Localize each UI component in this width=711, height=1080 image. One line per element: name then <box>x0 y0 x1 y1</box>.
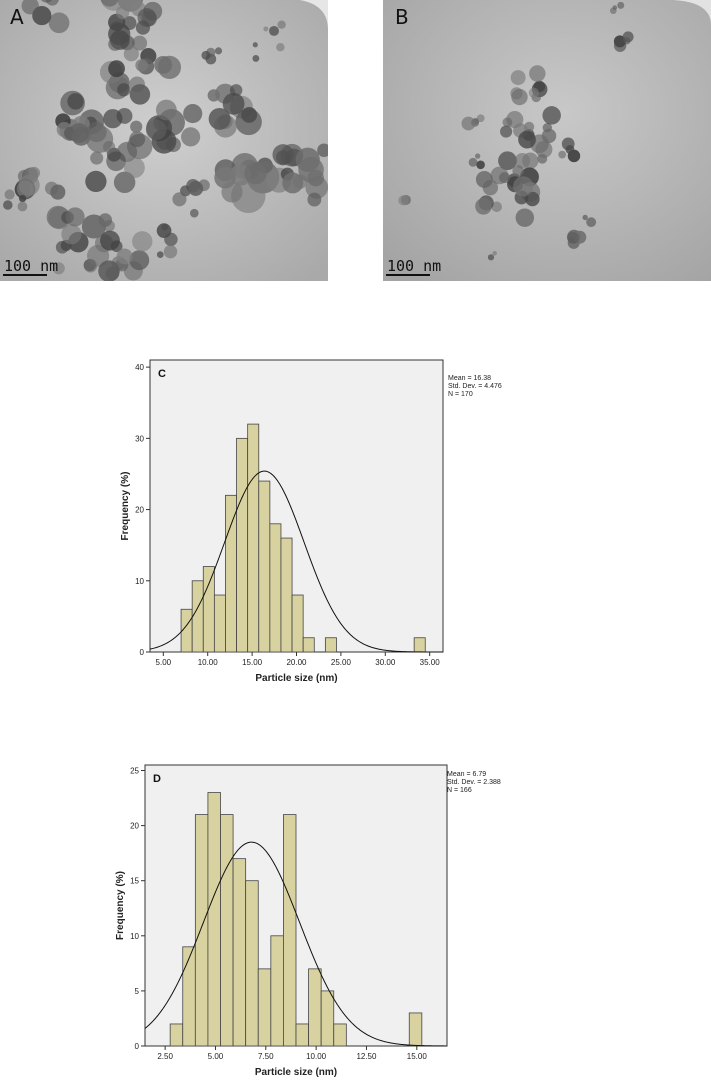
x-tick-label-c: 20.00 <box>286 658 307 667</box>
y-tick-label-d: 15 <box>130 877 139 886</box>
x-tick-label-d: 7.50 <box>258 1052 274 1061</box>
y-tick-label-c: 0 <box>140 648 145 657</box>
histogram-c: 5.00 10.00 15.00 20.00 25.00 30.00 35.00 0 10 20 3… <box>100 355 520 700</box>
x-tick-label-c: 30.00 <box>375 658 396 667</box>
histogram-bar-c <box>324 637 337 653</box>
histogram-bar-d <box>270 935 284 1047</box>
y-tick-label-d: 5 <box>135 987 140 996</box>
stats-std-d: Std. Dev. = 2.388 <box>447 779 501 786</box>
histogram-bar-d <box>320 990 335 1047</box>
histogram-bar-d <box>408 1012 423 1047</box>
x-tick-label-c: 10.00 <box>198 658 219 667</box>
stats-n-d: N = 166 <box>447 787 472 794</box>
y-tick-label-d: 20 <box>130 822 139 831</box>
histogram-bar-c <box>225 494 237 653</box>
histogram-bar-c <box>247 423 260 653</box>
tem-image-a: A 100 nm <box>0 0 328 281</box>
stats-std-c: Std. Dev. = 4.476 <box>448 383 502 390</box>
histogram-bar-d <box>333 1023 347 1047</box>
y-tick-label-c: 30 <box>135 434 144 443</box>
stats-mean-c: Mean = 16.38 <box>448 375 492 382</box>
histogram-d: 2.50 5.00 7.50 10.00 12.50 15.00 0 5 10 15 20 25 Par… <box>90 760 510 1080</box>
histogram-bar-d <box>295 1023 309 1047</box>
y-tick-label-c: 10 <box>135 577 144 586</box>
histogram-bar-c <box>191 580 204 653</box>
panel-letter-b: B <box>395 5 409 29</box>
panel-letter-a: A <box>10 5 24 29</box>
x-tick-label-d: 10.00 <box>306 1052 327 1061</box>
histogram-bar-c <box>258 480 271 653</box>
x-tick-label-c: 35.00 <box>420 658 441 667</box>
histogram-bar-d <box>308 968 322 1047</box>
x-axis-title-d: Particle size (nm) <box>255 1067 337 1078</box>
histogram-c-svg: 5.00 10.00 15.00 20.00 25.00 30.00 35.00 0 10 20 3… <box>120 359 444 684</box>
histogram-bar-d <box>257 968 272 1047</box>
stats-box-c: Mean = 16.38 Std. Dev. = 4.476 N = 170 <box>448 375 502 399</box>
y-tick-label-c: 40 <box>135 363 144 372</box>
x-axis-title-c: Particle size (nm) <box>255 673 337 684</box>
scale-bar-a <box>3 274 47 276</box>
tem-image-b: B 100 nm <box>383 0 711 281</box>
panel-letter-d: D <box>153 773 161 785</box>
histogram-bar-d <box>207 792 221 1047</box>
histogram-bar-c <box>291 594 304 653</box>
panel-letter-c: C <box>158 368 166 380</box>
stats-mean-d: Mean = 6.79 <box>447 771 487 778</box>
nanoparticle-clusters-a <box>3 0 328 281</box>
histogram-bar-d <box>220 814 234 1047</box>
stats-n-c: N = 170 <box>448 391 473 398</box>
histogram-bar-c <box>269 523 282 653</box>
histogram-bar-c <box>413 637 426 653</box>
y-tick-label-d: 0 <box>135 1042 140 1051</box>
stats-box-d: Mean = 6.79 Std. Dev. = 2.388 N = 166 <box>447 771 501 795</box>
normal-curve-d <box>144 841 448 1047</box>
x-tick-label-c: 15.00 <box>242 658 263 667</box>
scale-bar-label-b: 100 nm <box>387 257 441 275</box>
nanoparticle-clusters-b <box>398 1 634 261</box>
scale-bar-label-a: 100 nm <box>4 257 58 275</box>
y-axis-title-c: Frequency (%) <box>120 472 131 541</box>
histogram-d-svg: 2.50 5.00 7.50 10.00 12.50 15.00 0 5 10 15 20 25 Par… <box>115 764 448 1078</box>
y-axis-title-d: Frequency (%) <box>115 871 126 940</box>
histogram-bar-c <box>280 537 293 653</box>
histogram-bar-d <box>194 814 209 1047</box>
x-tick-label-d: 12.50 <box>356 1052 377 1061</box>
normal-curve-c <box>149 470 443 653</box>
x-tick-label-c: 25.00 <box>331 658 352 667</box>
y-tick-label-d: 10 <box>130 932 139 941</box>
histogram-bar-d <box>232 858 247 1047</box>
histogram-bar-c <box>213 594 226 653</box>
y-tick-label-d: 25 <box>130 767 139 776</box>
x-tick-label-d: 2.50 <box>157 1052 173 1061</box>
histogram-bar-c <box>202 566 215 653</box>
x-tick-label-d: 5.00 <box>208 1052 224 1061</box>
y-tick-label-c: 20 <box>135 506 144 515</box>
histogram-bar-c <box>302 637 315 653</box>
histogram-bar-d <box>245 880 259 1047</box>
histogram-bar-d <box>283 814 297 1047</box>
histogram-bar-d <box>169 1023 184 1047</box>
x-tick-label-c: 5.00 <box>156 658 172 667</box>
x-tick-label-d: 15.00 <box>407 1052 428 1061</box>
histogram-bar-d <box>182 946 196 1047</box>
histogram-bar-c <box>236 437 249 653</box>
scale-bar-b <box>386 274 430 276</box>
